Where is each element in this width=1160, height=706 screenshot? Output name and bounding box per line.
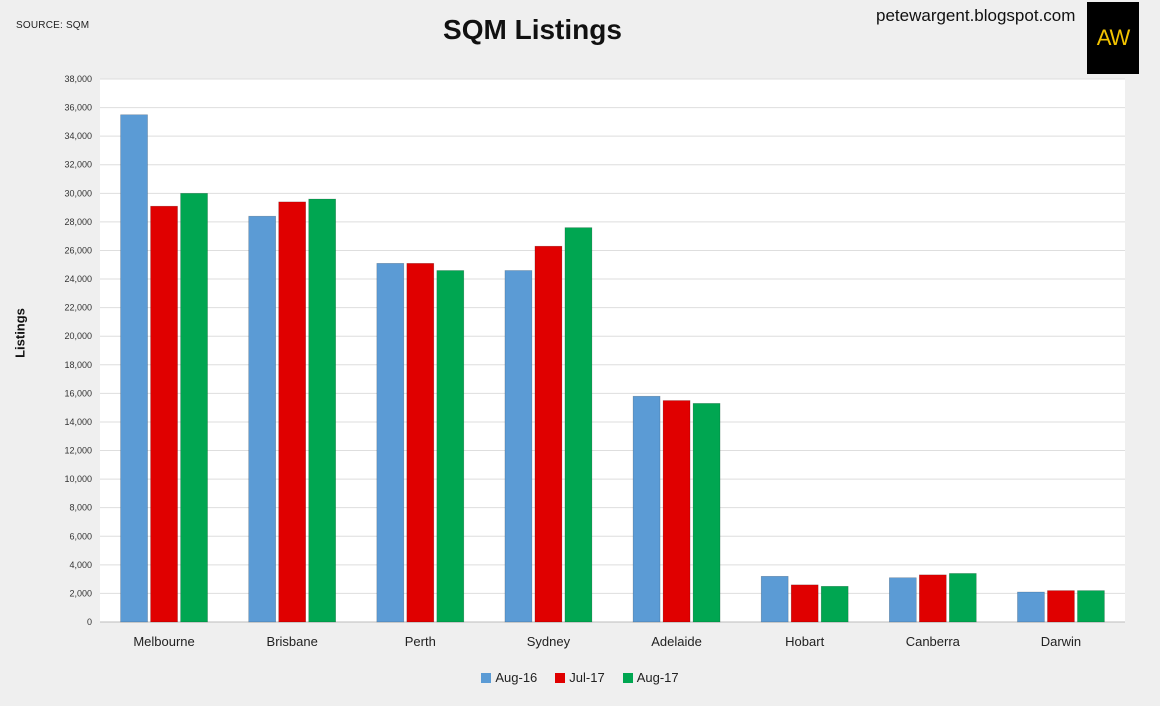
y-tick-label: 2,000 xyxy=(69,588,92,598)
y-tick-label: 18,000 xyxy=(64,360,92,370)
y-tick-label: 8,000 xyxy=(69,503,92,513)
bar-aug-16-melbourne xyxy=(120,114,148,623)
bar-jul-17-melbourne xyxy=(150,205,178,623)
y-tick-label: 20,000 xyxy=(64,331,92,341)
legend-label: Aug-16 xyxy=(495,670,538,685)
x-tick-label: Darwin xyxy=(1041,634,1081,649)
y-tick-label: 6,000 xyxy=(69,531,92,541)
bar-jul-17-darwin xyxy=(1047,590,1075,623)
y-tick-label: 24,000 xyxy=(64,274,92,284)
y-tick-label: 16,000 xyxy=(64,388,92,398)
bar-aug-17-darwin xyxy=(1077,590,1105,623)
x-tick-label: Hobart xyxy=(785,634,824,649)
aw-logo-text: AW xyxy=(1096,25,1131,50)
bar-aug-16-darwin xyxy=(1017,591,1045,623)
x-tick-label: Perth xyxy=(405,634,436,649)
bar-aug-17-perth xyxy=(436,270,465,623)
bar-aug-17-brisbane xyxy=(308,198,336,623)
y-tick-label: 0 xyxy=(87,617,92,627)
y-tick-label: 10,000 xyxy=(64,474,92,484)
bar-aug-16-hobart xyxy=(760,575,789,623)
bar-aug-16-sydney xyxy=(504,270,533,623)
bar-aug-17-canberra xyxy=(949,573,977,623)
legend-label: Aug-17 xyxy=(636,670,679,685)
y-tick-label: 32,000 xyxy=(64,160,92,170)
bar-jul-17-perth xyxy=(406,263,435,623)
bar-aug-16-adelaide xyxy=(632,395,661,623)
y-tick-label: 30,000 xyxy=(64,188,92,198)
x-tick-label: Sydney xyxy=(527,634,571,649)
y-tick-label: 26,000 xyxy=(64,245,92,255)
source-note: SOURCE: SQM xyxy=(16,20,90,31)
bar-aug-16-brisbane xyxy=(248,215,276,623)
aw-logo: AW xyxy=(1087,2,1139,74)
bar-jul-17-brisbane xyxy=(278,201,306,623)
bar-aug-16-perth xyxy=(376,263,405,623)
legend: Aug-16 Jul-17 Aug-17 xyxy=(0,670,1160,685)
bar-aug-16-canberra xyxy=(889,577,917,623)
y-tick-label: 38,000 xyxy=(64,74,92,84)
legend-swatch xyxy=(555,672,566,683)
y-tick-label: 14,000 xyxy=(64,417,92,427)
y-tick-label: 4,000 xyxy=(69,560,92,570)
y-tick-label: 36,000 xyxy=(64,103,92,113)
bar-aug-17-sydney xyxy=(564,227,593,623)
legend-swatch xyxy=(622,672,633,683)
y-tick-label: 12,000 xyxy=(64,446,92,456)
y-tick-label: 34,000 xyxy=(64,131,92,141)
legend-swatch xyxy=(481,672,492,683)
legend-item: Jul-17 xyxy=(555,670,605,685)
bar-aug-17-adelaide xyxy=(692,403,721,623)
bar-jul-17-canberra xyxy=(919,574,947,623)
y-tick-label: 28,000 xyxy=(64,217,92,227)
x-tick-label: Melbourne xyxy=(133,634,194,649)
bar-aug-17-hobart xyxy=(820,585,849,623)
bar-jul-17-hobart xyxy=(790,584,819,623)
legend-label: Jul-17 xyxy=(569,670,605,685)
y-tick-label: 22,000 xyxy=(64,303,92,313)
website-credit: petewargent.blogspot.com xyxy=(876,6,1076,25)
chart-title: SQM Listings xyxy=(443,14,622,45)
x-tick-label: Canberra xyxy=(906,634,961,649)
bar-jul-17-adelaide xyxy=(662,400,691,623)
legend-item: Aug-17 xyxy=(622,670,679,685)
bar-jul-17-sydney xyxy=(534,245,563,623)
legend-item: Aug-16 xyxy=(481,670,537,685)
bar-aug-17-melbourne xyxy=(180,193,208,623)
x-tick-label: Brisbane xyxy=(267,634,318,649)
x-tick-label: Adelaide xyxy=(651,634,702,649)
